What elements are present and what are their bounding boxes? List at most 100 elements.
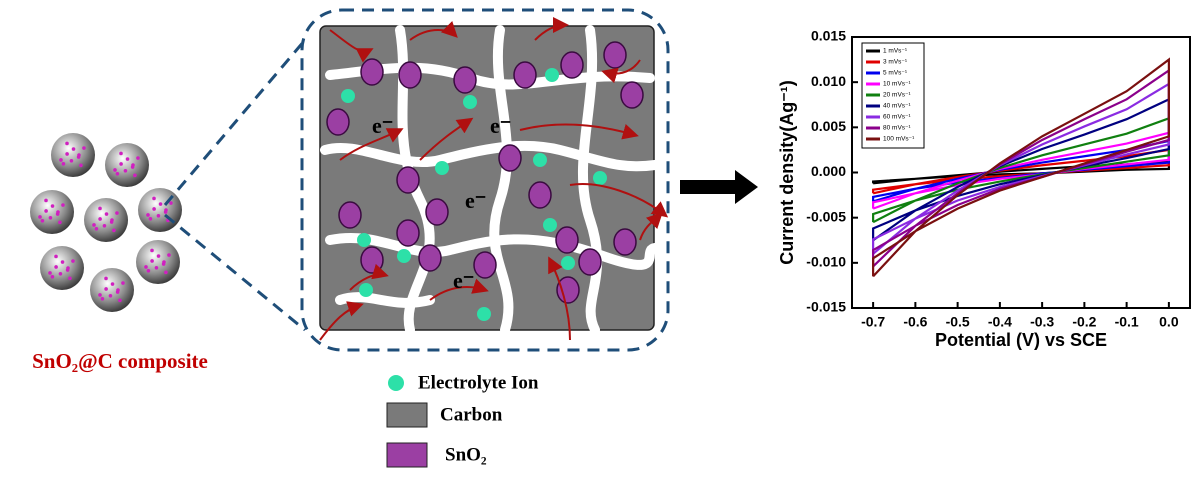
ion bbox=[357, 233, 371, 247]
sphere-dot bbox=[159, 202, 163, 206]
ion bbox=[533, 153, 547, 167]
sno2-particle bbox=[419, 245, 441, 271]
sphere-dot bbox=[116, 172, 120, 176]
sphere-dot bbox=[105, 212, 109, 216]
sno2-particle bbox=[361, 59, 383, 85]
cv-chart: -0.015-0.010-0.0050.0000.0050.0100.015-0… bbox=[777, 28, 1190, 350]
sphere-dot bbox=[62, 162, 66, 166]
sno2-particle bbox=[426, 199, 448, 225]
sphere-dot bbox=[136, 156, 140, 160]
legend-label: Electrolyte Ion bbox=[418, 372, 539, 393]
sphere-dot bbox=[150, 249, 154, 253]
sphere-dot bbox=[116, 290, 120, 294]
sno2-particle bbox=[327, 109, 349, 135]
legend-label: 1 mVs⁻¹ bbox=[883, 48, 908, 55]
sphere-dot bbox=[54, 255, 58, 259]
legend-label: 40 mVs⁻¹ bbox=[883, 103, 911, 110]
sphere-dot bbox=[72, 147, 76, 151]
sphere-dot bbox=[59, 158, 63, 162]
electron-label: e⁻ bbox=[453, 268, 474, 293]
x-tick-label: 0.0 bbox=[1159, 314, 1179, 330]
sphere bbox=[51, 133, 95, 177]
legend-label: 10 mVs⁻¹ bbox=[883, 81, 911, 88]
sphere-dot bbox=[44, 199, 48, 203]
zoom-line bbox=[165, 215, 305, 330]
sphere-dot bbox=[157, 214, 161, 218]
sphere-dot bbox=[109, 294, 113, 298]
sphere-dot bbox=[98, 207, 102, 211]
sphere-dot bbox=[51, 275, 55, 279]
sphere-dot bbox=[48, 271, 52, 275]
sphere-dot bbox=[61, 260, 65, 264]
ion bbox=[477, 307, 491, 321]
ion bbox=[435, 161, 449, 175]
electron-label: e⁻ bbox=[490, 113, 511, 138]
x-axis-label: Potential (V) vs SCE bbox=[935, 330, 1107, 350]
y-tick-label: 0.005 bbox=[811, 118, 846, 134]
sphere bbox=[40, 246, 84, 290]
electron-label: e⁻ bbox=[465, 188, 486, 213]
composite-spheres bbox=[30, 133, 182, 312]
sphere bbox=[136, 240, 180, 284]
sno2-particle bbox=[339, 202, 361, 228]
sphere-dot bbox=[146, 213, 150, 217]
ion bbox=[543, 218, 557, 232]
sphere-dot bbox=[61, 203, 65, 207]
sphere-dot bbox=[150, 259, 154, 263]
sphere bbox=[84, 198, 128, 242]
sphere-dot bbox=[144, 265, 148, 269]
sphere-dot bbox=[98, 293, 102, 297]
sphere-dot bbox=[118, 299, 122, 303]
sno2-particle bbox=[514, 62, 536, 88]
y-axis-label: Current density(Ag⁻¹) bbox=[777, 80, 797, 265]
sphere-dot bbox=[162, 262, 166, 266]
sphere-dot bbox=[49, 216, 53, 220]
sno2-particle bbox=[397, 167, 419, 193]
sphere-dot bbox=[58, 221, 62, 225]
sphere-dot bbox=[149, 217, 153, 221]
ion bbox=[593, 171, 607, 185]
sphere-dot bbox=[59, 272, 63, 276]
x-tick-label: -0.1 bbox=[1115, 314, 1139, 330]
x-tick-label: -0.3 bbox=[1030, 314, 1054, 330]
legend-label: 80 mVs⁻¹ bbox=[883, 125, 911, 132]
y-tick-label: -0.010 bbox=[806, 254, 846, 270]
y-tick-label: -0.005 bbox=[806, 208, 846, 224]
legend-label: 60 mVs⁻¹ bbox=[883, 114, 911, 121]
sno2-particle bbox=[361, 247, 383, 273]
x-tick-label: -0.5 bbox=[946, 314, 970, 330]
sno2-particle bbox=[579, 249, 601, 275]
zoom-line bbox=[165, 40, 305, 205]
sphere-dot bbox=[115, 211, 119, 215]
ion bbox=[359, 283, 373, 297]
sphere-dot bbox=[82, 146, 86, 150]
sphere-dot bbox=[71, 259, 75, 263]
sno2-particle bbox=[556, 227, 578, 253]
sphere-dot bbox=[65, 142, 69, 146]
sphere bbox=[90, 268, 134, 312]
sno2-particle bbox=[614, 229, 636, 255]
sphere-dot bbox=[124, 169, 128, 173]
ion bbox=[463, 95, 477, 109]
composite-label: SnO₂@C composite bbox=[32, 349, 208, 373]
legend-ion-swatch bbox=[388, 375, 404, 391]
legend-label: 20 mVs⁻¹ bbox=[883, 92, 911, 99]
sphere-dot bbox=[51, 204, 55, 208]
sphere-dot bbox=[79, 164, 83, 168]
sphere-dot bbox=[133, 174, 137, 178]
sphere-dot bbox=[70, 159, 74, 163]
sphere-dot bbox=[104, 287, 108, 291]
sphere-dot bbox=[92, 223, 96, 227]
sno2-particle bbox=[454, 67, 476, 93]
sphere-dot bbox=[44, 209, 48, 213]
sphere-dot bbox=[68, 277, 72, 281]
sno2-particle bbox=[604, 42, 626, 68]
sno2-particle bbox=[529, 182, 551, 208]
sphere-dot bbox=[65, 152, 69, 156]
electron-label: e⁻ bbox=[372, 113, 393, 138]
sphere bbox=[138, 188, 182, 232]
sno2-particle bbox=[557, 277, 579, 303]
figure: SnO₂@C composite e⁻ e⁻ e⁻ e⁻ Electrolyte… bbox=[0, 0, 1194, 480]
sphere-dot bbox=[113, 168, 117, 172]
sphere-dot bbox=[101, 297, 105, 301]
